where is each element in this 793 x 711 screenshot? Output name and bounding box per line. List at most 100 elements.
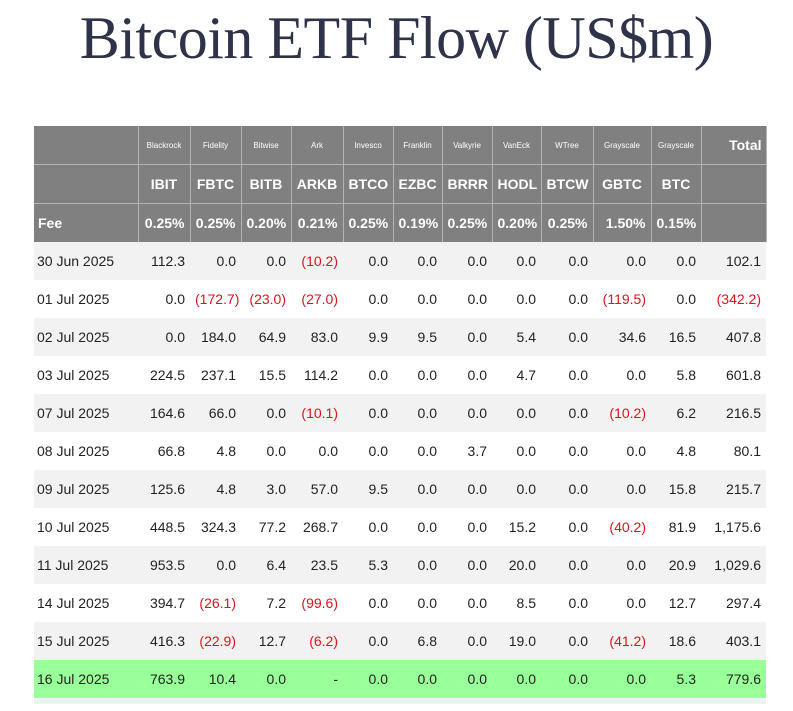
row-date: 11 Jul 2025 bbox=[34, 546, 138, 584]
issuer-name: Fidelity bbox=[190, 126, 242, 165]
flow-cell: 15.5 bbox=[241, 356, 291, 394]
table-row: 07 Jul 2025 164.6 66.0 0.0 (10.1) 0.0 0.0 0.0 0.… bbox=[34, 394, 766, 432]
table-row-partial bbox=[34, 698, 766, 704]
flow-cell: 0.0 bbox=[492, 470, 541, 508]
flow-cell: (6.2) bbox=[291, 622, 343, 660]
row-date: 10 Jul 2025 bbox=[34, 508, 138, 546]
flow-cell: 0.0 bbox=[541, 280, 593, 318]
issuer-name: Invesco bbox=[343, 126, 394, 165]
table-row: 15 Jul 2025 416.3 (22.9) 12.7 (6.2) 0.0 6.8 0.0… bbox=[34, 622, 766, 660]
flow-cell: 81.9 bbox=[651, 508, 701, 546]
table-row: 08 Jul 2025 66.8 4.8 0.0 0.0 0.0 0.0 3.7 0.0 0.0 0… bbox=[34, 432, 766, 470]
row-total: 80.1 bbox=[701, 432, 766, 470]
flow-cell: 0.0 bbox=[241, 242, 291, 280]
table-row: 09 Jul 2025 125.6 4.8 3.0 57.0 9.5 0.0 0.0 0.0 0.… bbox=[34, 470, 766, 508]
flow-cell: 0.0 bbox=[442, 394, 492, 432]
flow-cell: 0.0 bbox=[442, 546, 492, 584]
row-date: 07 Jul 2025 bbox=[34, 394, 138, 432]
flow-cell: 0.0 bbox=[343, 280, 393, 318]
flow-cell: 12.7 bbox=[241, 622, 291, 660]
ticker-header-blank bbox=[34, 164, 139, 204]
flow-cell: 125.6 bbox=[138, 470, 190, 508]
table-row: 02 Jul 2025 0.0 184.0 64.9 83.0 9.9 9.5 0.0 5.4 0… bbox=[34, 318, 766, 356]
row-total: 601.8 bbox=[701, 356, 766, 394]
flow-cell: 0.0 bbox=[442, 280, 492, 318]
ticker-symbol: BTC bbox=[651, 164, 702, 204]
table-row: 01 Jul 2025 0.0 (172.7) (23.0) (27.0) 0.0 0.0 0… bbox=[34, 280, 766, 318]
partial-cell bbox=[442, 698, 492, 704]
partial-cell bbox=[541, 698, 593, 704]
table-row: 30 Jun 2025 112.3 0.0 0.0 (10.2) 0.0 0.0 0.0 0.0… bbox=[34, 242, 766, 280]
row-total: 779.6 bbox=[701, 660, 766, 698]
row-total: 297.4 bbox=[701, 584, 766, 622]
flow-cell: (10.1) bbox=[291, 394, 343, 432]
table-row: 11 Jul 2025 953.5 0.0 6.4 23.5 5.3 0.0 0.0 20.0 0… bbox=[34, 546, 766, 584]
flow-cell: 9.5 bbox=[343, 470, 393, 508]
flow-cell: 20.0 bbox=[492, 546, 541, 584]
ticker-symbol: ARKB bbox=[291, 164, 344, 204]
flow-cell: 114.2 bbox=[291, 356, 343, 394]
partial-cell bbox=[190, 698, 241, 704]
flow-cell: 0.0 bbox=[541, 622, 593, 660]
row-date: 30 Jun 2025 bbox=[34, 242, 138, 280]
flow-cell: 0.0 bbox=[593, 242, 651, 280]
flow-cell: 4.8 bbox=[190, 470, 241, 508]
row-date: 16 Jul 2025 bbox=[34, 660, 138, 698]
flow-cell: 0.0 bbox=[393, 356, 442, 394]
flow-cell: (26.1) bbox=[190, 584, 241, 622]
ticker-symbol: BTCO bbox=[343, 164, 394, 204]
flow-cell: 763.9 bbox=[138, 660, 190, 698]
flow-cell: 0.0 bbox=[492, 242, 541, 280]
flow-cell: 7.2 bbox=[241, 584, 291, 622]
flow-cell: 10.4 bbox=[190, 660, 241, 698]
partial-cell bbox=[138, 698, 190, 704]
fee-value: 0.25% bbox=[343, 203, 394, 242]
ticker-header-row: IBIT FBTC BITB ARKB BTCO EZBC BRRR HODL BTCW GBTC… bbox=[34, 164, 767, 204]
flow-cell: 15.2 bbox=[492, 508, 541, 546]
partial-cell bbox=[701, 698, 766, 704]
flow-cell: 416.3 bbox=[138, 622, 190, 660]
fee-value: 1.50% bbox=[593, 203, 652, 242]
flow-cell: 0.0 bbox=[393, 394, 442, 432]
flow-cell: 64.9 bbox=[241, 318, 291, 356]
row-total: 216.5 bbox=[701, 394, 766, 432]
flow-cell: (172.7) bbox=[190, 280, 241, 318]
flow-cell: 15.8 bbox=[651, 470, 701, 508]
flow-cell: 0.0 bbox=[393, 280, 442, 318]
fee-value: 0.25% bbox=[190, 203, 242, 242]
partial-cell bbox=[291, 698, 343, 704]
flow-cell: 394.7 bbox=[138, 584, 190, 622]
flow-cell: 953.5 bbox=[138, 546, 190, 584]
row-total: 403.1 bbox=[701, 622, 766, 660]
fee-value: 0.25% bbox=[442, 203, 493, 242]
ticker-symbol: BRRR bbox=[442, 164, 493, 204]
flow-cell: 0.0 bbox=[393, 546, 442, 584]
fee-header-row: Fee 0.25% 0.25% 0.20% 0.21% 0.25% 0.19% 0.25% 0.… bbox=[34, 203, 767, 242]
fee-value: 0.15% bbox=[651, 203, 702, 242]
row-date: 03 Jul 2025 bbox=[34, 356, 138, 394]
row-date: 08 Jul 2025 bbox=[34, 432, 138, 470]
flow-cell: 0.0 bbox=[541, 508, 593, 546]
flow-cell: 5.3 bbox=[343, 546, 393, 584]
ticker-symbol: HODL bbox=[492, 164, 542, 204]
row-date: 14 Jul 2025 bbox=[34, 584, 138, 622]
flow-cell: 0.0 bbox=[541, 242, 593, 280]
flow-cell: 268.7 bbox=[291, 508, 343, 546]
flow-cell: 0.0 bbox=[343, 356, 393, 394]
partial-cell bbox=[343, 698, 393, 704]
partial-cell bbox=[593, 698, 651, 704]
page-title: Bitcoin ETF Flow (US$m) bbox=[79, 5, 714, 71]
issuer-name: WTree bbox=[541, 126, 594, 165]
flow-cell: 0.0 bbox=[343, 622, 393, 660]
table-row: 03 Jul 2025 224.5 237.1 15.5 114.2 0.0 0.0 0.0 4… bbox=[34, 356, 766, 394]
ticker-symbol: GBTC bbox=[593, 164, 652, 204]
row-total: 1,029.6 bbox=[701, 546, 766, 584]
flow-cell: 0.0 bbox=[593, 470, 651, 508]
flow-cell: 324.3 bbox=[190, 508, 241, 546]
flow-cell: 0.0 bbox=[343, 660, 393, 698]
flow-cell: 0.0 bbox=[442, 356, 492, 394]
flow-cell: 0.0 bbox=[593, 546, 651, 584]
flow-cell: (40.2) bbox=[593, 508, 651, 546]
flow-cell: 12.7 bbox=[651, 584, 701, 622]
